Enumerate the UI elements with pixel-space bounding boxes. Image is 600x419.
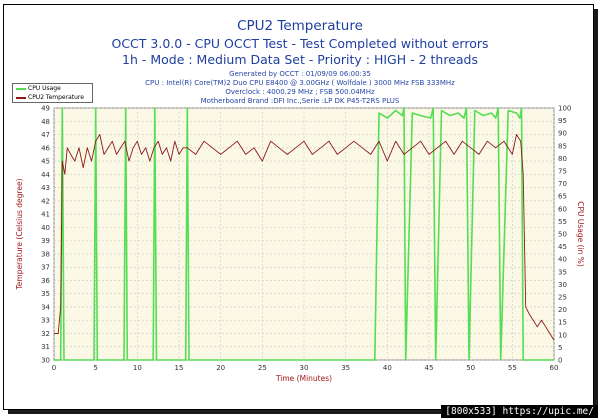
x-tick-label: 45 <box>425 364 434 372</box>
chart-subtitle-test: OCCT 3.0.0 - CPU OCCT Test - Test Comple… <box>111 36 489 51</box>
chart-legend: CPU Usage CPU2 Temperature <box>12 83 93 103</box>
chart-subtitle-mode: 1h - Mode : Medium Data Set - Priority :… <box>122 52 478 67</box>
legend-item-cpu-usage: CPU Usage <box>13 84 92 93</box>
y-right-tick-label: 50 <box>558 231 567 239</box>
x-tick-label: 40 <box>383 364 392 372</box>
x-tick-label: 30 <box>300 364 309 372</box>
y-right-tick-label: 90 <box>558 130 567 138</box>
y-right-tick-label: 15 <box>558 319 567 327</box>
info-cpu: CPU : Intel(R) Core(TM)2 Duo CPU E8400 @… <box>145 79 455 87</box>
series-line-cpu-usage <box>54 107 554 361</box>
x-tick-label: 15 <box>175 364 184 372</box>
y-left-tick-label: 44 <box>41 171 50 179</box>
series-line-cpu2-temperature <box>54 134 555 341</box>
y-left-axis-label: Temperature (Celsius degree) <box>15 178 24 290</box>
y-right-tick-label: 95 <box>558 117 567 125</box>
x-tick-label: 55 <box>508 364 517 372</box>
y-left-tick-label: 39 <box>41 237 50 245</box>
y-left-tick-label: 46 <box>41 144 50 152</box>
y-left-tick-label: 45 <box>41 158 50 166</box>
chart-title: CPU2 Temperature <box>237 18 363 34</box>
x-axis-label: Time (Minutes) <box>275 374 332 383</box>
y-right-tick-label: 75 <box>558 168 567 176</box>
legend-swatch-cpu2-temperature <box>16 97 26 99</box>
y-left-tick-label: 47 <box>41 131 50 139</box>
y-right-tick-label: 100 <box>558 105 571 113</box>
y-left-tick-label: 38 <box>41 250 50 258</box>
watermark: [800x533] https://upic.me/ <box>441 405 598 418</box>
y-right-tick-label: 30 <box>558 281 567 289</box>
x-tick-label: 5 <box>93 364 97 372</box>
y-right-tick-label: 5 <box>558 344 562 352</box>
y-left-tick-label: 37 <box>41 264 50 272</box>
y-left-tick-label: 35 <box>41 290 50 298</box>
info-generated: Generated by OCCT : 01/09/09 06:00:35 <box>229 70 371 78</box>
x-tick-label: 35 <box>341 364 350 372</box>
y-left-tick-label: 49 <box>41 105 50 113</box>
y-right-tick-label: 85 <box>558 142 567 150</box>
legend-label-cpu-usage: CPU Usage <box>28 85 61 92</box>
y-left-tick-label: 48 <box>41 118 50 126</box>
x-tick-label: 0 <box>52 364 56 372</box>
y-right-tick-label: 70 <box>558 180 567 188</box>
y-right-tick-label: 65 <box>558 193 567 201</box>
y-left-tick-label: 33 <box>41 317 50 325</box>
y-left-tick-label: 36 <box>41 277 50 285</box>
legend-label-cpu2-temperature: CPU2 Temperature <box>28 94 84 101</box>
legend-swatch-cpu-usage <box>16 88 26 90</box>
y-right-tick-label: 45 <box>558 243 567 251</box>
y-left-tick-label: 40 <box>41 224 50 232</box>
x-tick-label: 50 <box>466 364 475 372</box>
y-right-tick-label: 10 <box>558 331 567 339</box>
y-right-axis-label: CPU Usage (in %) <box>576 201 585 267</box>
y-left-tick-label: 32 <box>41 330 50 338</box>
y-right-tick-label: 55 <box>558 218 567 226</box>
y-left-tick-label: 41 <box>41 211 50 219</box>
info-motherboard: Motherboard Brand :DFI Inc.,Serie :LP DK… <box>200 97 400 105</box>
info-overclock: Overclock : 4000.29 MHz ; FSB 500.04MHz <box>225 88 375 96</box>
y-right-tick-label: 20 <box>558 306 567 314</box>
y-right-tick-label: 80 <box>558 155 567 163</box>
y-left-tick-label: 34 <box>41 303 50 311</box>
y-right-tick-label: 0 <box>558 357 562 365</box>
x-tick-label: 60 <box>550 364 559 372</box>
x-tick-label: 10 <box>133 364 142 372</box>
y-left-tick-label: 43 <box>41 184 50 192</box>
y-right-tick-label: 60 <box>558 205 567 213</box>
y-left-tick-label: 42 <box>41 197 50 205</box>
y-right-tick-label: 35 <box>558 268 567 276</box>
y-left-tick-label: 31 <box>41 343 50 351</box>
y-right-tick-label: 25 <box>558 294 567 302</box>
y-right-tick-label: 40 <box>558 256 567 264</box>
x-tick-label: 20 <box>216 364 225 372</box>
legend-item-cpu2-temperature: CPU2 Temperature <box>13 93 92 102</box>
y-left-tick-label: 30 <box>41 357 50 365</box>
x-tick-label: 25 <box>258 364 267 372</box>
